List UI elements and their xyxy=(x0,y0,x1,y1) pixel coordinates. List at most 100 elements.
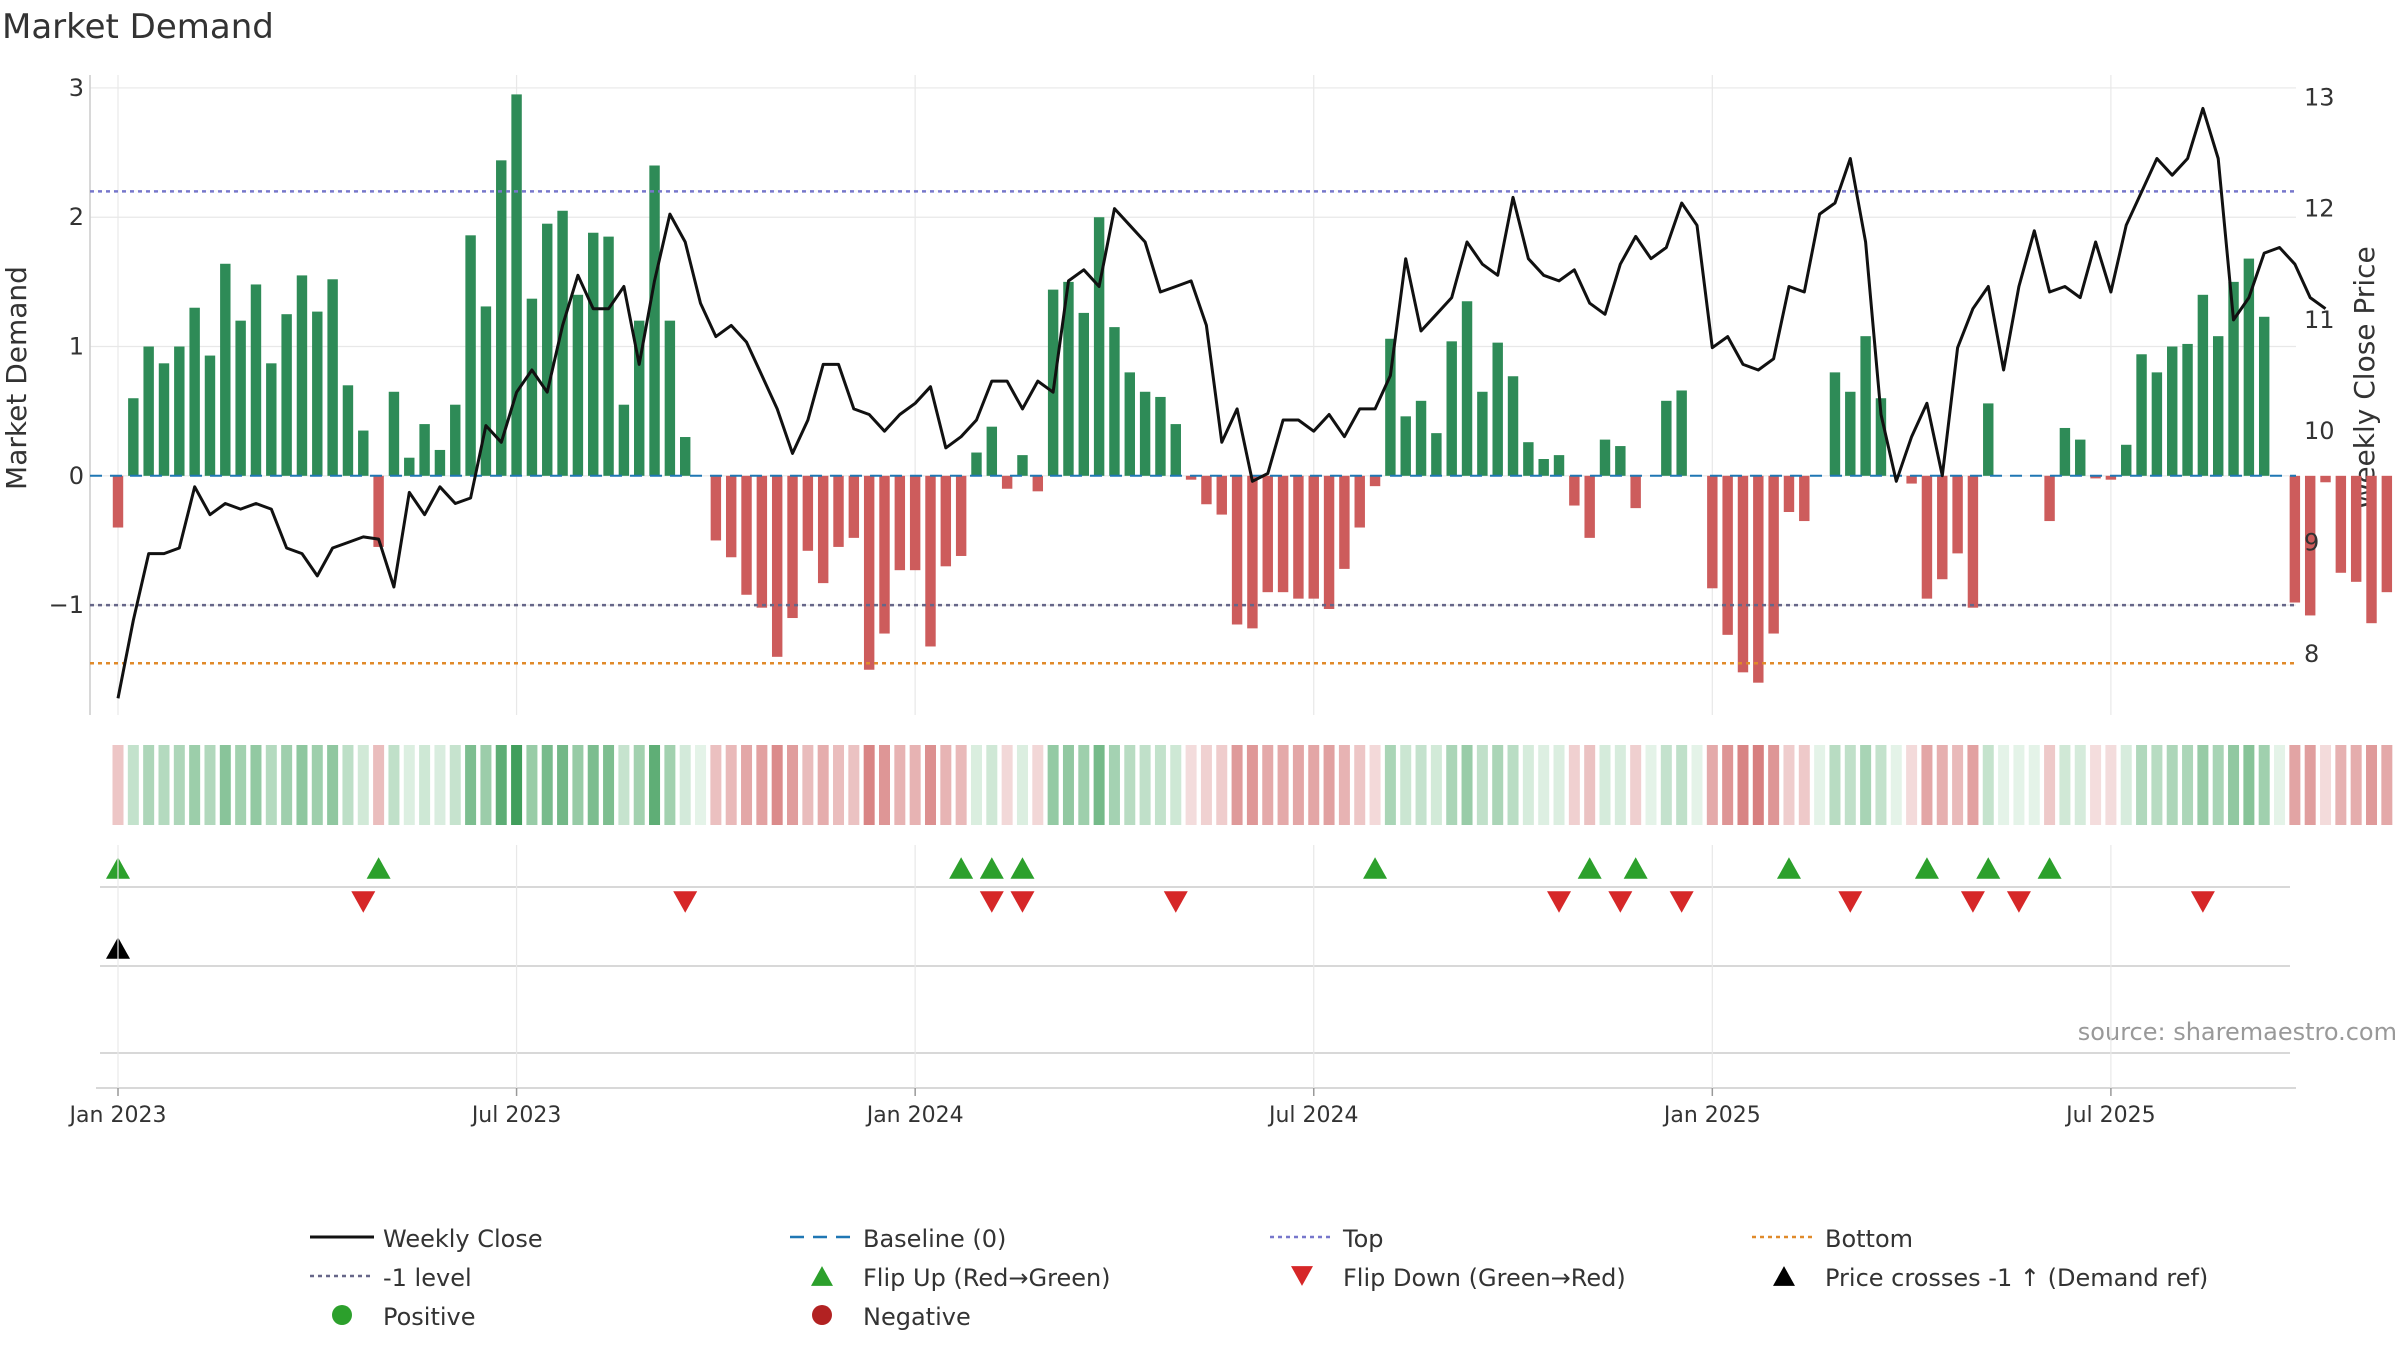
bar-positive xyxy=(1385,338,1396,476)
bar-negative xyxy=(2335,475,2347,573)
heat-cell xyxy=(1108,745,1120,825)
heat-cell xyxy=(2028,745,2040,825)
legend-label: Positive xyxy=(383,1303,476,1331)
bar-positive xyxy=(1170,424,1181,476)
bar-negative xyxy=(833,475,844,547)
heat-cell xyxy=(741,745,753,825)
bar-positive xyxy=(1615,446,1626,476)
bar-negative xyxy=(1277,475,1289,593)
y-tick-label: 2 xyxy=(69,203,84,231)
heat-cell xyxy=(1967,745,1979,825)
heat-cell xyxy=(1001,745,1013,825)
flip-down-marker xyxy=(1163,891,1188,913)
bar-negative xyxy=(1952,475,1963,554)
bar-positive xyxy=(1523,442,1534,476)
heat-cell xyxy=(1384,745,1396,825)
heat-cell xyxy=(2166,745,2178,825)
legend-item: Top xyxy=(1270,1225,1384,1253)
heat-cell xyxy=(2044,745,2056,825)
bar-negative xyxy=(1323,475,1335,609)
legend-swatch-circle xyxy=(332,1305,352,1325)
heat-cell xyxy=(1829,745,1841,825)
legend-swatch-triangle-down xyxy=(1291,1266,1313,1286)
bar-negative xyxy=(1231,475,1243,625)
legend-label: Flip Down (Green→Red) xyxy=(1343,1264,1626,1292)
bar-positive xyxy=(465,235,476,476)
flip-up-marker xyxy=(1776,857,1801,879)
bar-positive xyxy=(1845,391,1856,476)
bar-positive xyxy=(542,223,553,476)
heat-cell xyxy=(357,745,369,825)
y2-tick-label: 9 xyxy=(2304,528,2319,556)
bar-negative xyxy=(2090,475,2101,479)
y2-tick-label: 12 xyxy=(2304,195,2335,223)
heat-cell xyxy=(1660,745,1672,825)
heat-cell xyxy=(1078,745,1090,825)
legend-label: -1 level xyxy=(383,1264,472,1292)
heat-cell xyxy=(2381,745,2393,825)
flip-up-marker xyxy=(1577,857,1602,879)
heat-cell xyxy=(511,745,523,825)
bar-negative xyxy=(1584,475,1595,538)
heat-cell xyxy=(756,745,768,825)
heat-cell xyxy=(2243,745,2255,825)
heat-cell xyxy=(1032,745,1044,825)
heat-cell xyxy=(1062,745,1074,825)
heat-cell xyxy=(2105,745,2117,825)
heat-cell xyxy=(2151,745,2163,825)
flip-up-marker xyxy=(1363,857,1388,879)
bar-negative xyxy=(955,475,967,556)
heat-cell xyxy=(970,745,982,825)
bar-positive xyxy=(220,263,231,476)
legend-item: Flip Down (Green→Red) xyxy=(1291,1264,1626,1292)
bar-positive xyxy=(235,320,246,476)
bar-positive xyxy=(1492,342,1503,476)
heat-cell xyxy=(1430,745,1442,825)
y-tick-label: 1 xyxy=(69,333,84,361)
heat-cell xyxy=(327,745,339,825)
bar-positive xyxy=(679,437,691,476)
bar-positive xyxy=(1017,455,1028,476)
bar-positive xyxy=(1553,455,1565,476)
legend-item: Weekly Close xyxy=(310,1225,543,1253)
bar-negative xyxy=(2381,475,2393,593)
bar-positive xyxy=(1109,327,1120,476)
heat-cell xyxy=(1722,745,1734,825)
heat-cell xyxy=(1446,745,1458,825)
heat-cell xyxy=(2320,745,2332,825)
bar-positive xyxy=(327,279,338,476)
heat-cell xyxy=(557,745,569,825)
y2-tick-label: 10 xyxy=(2304,417,2335,445)
heat-cell xyxy=(618,745,630,825)
heat-cell xyxy=(1338,745,1350,825)
heat-cell xyxy=(1047,745,1059,825)
flip-down-marker xyxy=(673,891,698,913)
bar-positive xyxy=(2182,343,2193,476)
bar-negative xyxy=(1293,475,1304,599)
legend-swatch-circle xyxy=(812,1305,832,1325)
heat-cell xyxy=(1584,745,1596,825)
heat-cell xyxy=(1170,745,1182,825)
heat-cell xyxy=(2182,745,2194,825)
bar-positive xyxy=(2136,354,2147,476)
bar-negative xyxy=(2320,475,2331,483)
heat-cell xyxy=(771,745,783,825)
bar-negative xyxy=(848,475,860,538)
bar-positive xyxy=(634,320,645,476)
legend-swatch-triangle-up xyxy=(1773,1266,1795,1286)
heat-cell xyxy=(2274,745,2286,825)
bar-negative xyxy=(940,475,952,567)
bar-positive xyxy=(1983,403,1994,476)
bar-negative xyxy=(1262,475,1273,593)
bar-negative xyxy=(1569,475,1580,506)
bar-positive xyxy=(143,346,154,476)
bar-positive xyxy=(1139,391,1151,476)
flip-down-marker xyxy=(2006,891,2031,913)
bar-positive xyxy=(1415,400,1427,476)
bar-positive xyxy=(2258,316,2270,476)
bar-negative xyxy=(1906,475,1917,484)
x-tick-label: Jul 2025 xyxy=(2064,1103,2156,1128)
bar-negative xyxy=(1737,475,1749,673)
chart-title: Market Demand xyxy=(2,7,274,47)
heat-cell xyxy=(1568,745,1580,825)
